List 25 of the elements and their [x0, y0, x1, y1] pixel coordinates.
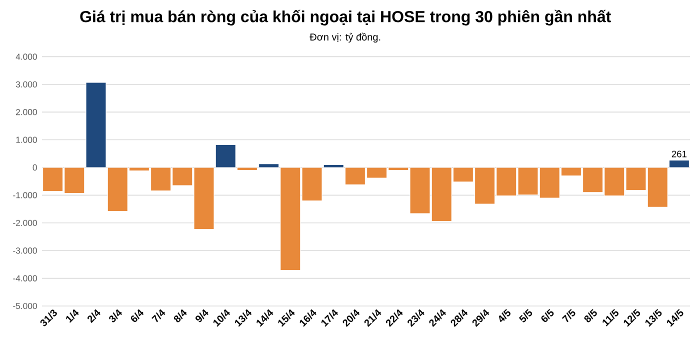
data-label: 261 — [672, 150, 687, 158]
x-tick-label: 6/4 — [130, 309, 144, 322]
y-tick-label: 3.000 — [16, 81, 37, 88]
x-tick-label: 4/5 — [498, 308, 510, 322]
y-tick-label: 2.000 — [16, 109, 37, 116]
x-tick-label: 6/5 — [541, 308, 554, 322]
x-tick-label: 5/5 — [518, 308, 532, 322]
y-tick-label: 4.000 — [16, 54, 37, 60]
x-tick-label: 2/4 — [88, 309, 100, 323]
y-tick-label: -1.000 — [13, 192, 37, 198]
y-tick-label: -2.000 — [13, 220, 37, 226]
y-tick-label: -3.000 — [13, 248, 37, 254]
x-tick-label: 8/5 — [584, 308, 597, 322]
chart-subtitle: Đơn vị: tỷ đồng. — [310, 32, 380, 43]
y-tick-label: -5.000 — [13, 302, 37, 310]
x-tick-label: 9/4 — [195, 309, 208, 322]
x-tick-label: 7/4 — [152, 309, 166, 322]
x-tick-label: 7/5 — [562, 308, 576, 322]
chart-title: Giá trị mua bán ròng của khối ngoại tại HOSE trong 30 phiên gần nhất — [80, 10, 611, 26]
x-tick-label: 1/4 — [66, 309, 79, 323]
y-tick-label: 1.000 — [16, 136, 37, 143]
y-tick-label: 0 — [32, 164, 37, 171]
x-tick-label: 8/4 — [174, 309, 187, 322]
x-tick-label: 3/4 — [109, 309, 122, 322]
y-tick-label: -4.000 — [13, 275, 37, 282]
